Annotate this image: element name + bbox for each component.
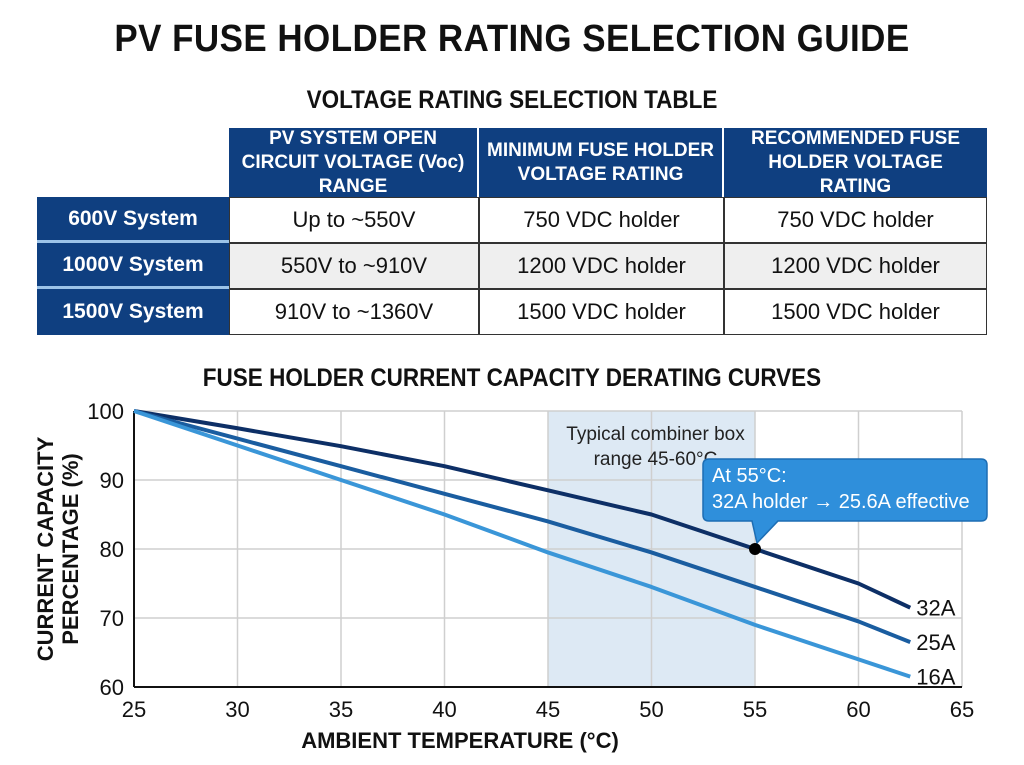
shaded-region-label: Typical combiner box: [566, 424, 745, 445]
series-line-25A: [133, 409, 911, 645]
annotation-text: At 55°C:: [712, 465, 787, 487]
page-title: PV FUSE HOLDER RATING SELECTION GUIDE: [114, 18, 910, 60]
row-header: 600V System: [37, 197, 229, 243]
x-tick-label: 60: [846, 697, 870, 722]
row-header: 1500V System: [37, 289, 229, 335]
y-tick-label: 100: [87, 399, 124, 424]
x-tick-label: 65: [950, 697, 974, 722]
table-cell: 1200 VDC holder: [724, 243, 987, 289]
table-title: VOLTAGE RATING SELECTION TABLE: [306, 86, 718, 114]
series-line-16A: [133, 409, 911, 679]
series-label: 16A: [916, 665, 955, 690]
x-tick-label: 55: [743, 697, 767, 722]
annotation-point: [749, 543, 761, 555]
annotation-text: 32A holder → 25.6A effective: [712, 491, 970, 513]
table-cell: 750 VDC holder: [724, 197, 987, 243]
column-header: MINIMUM FUSE HOLDER VOLTAGE RATING: [479, 128, 724, 197]
x-tick-label: 40: [432, 697, 456, 722]
table-cell: 910V to ~1360V: [229, 289, 479, 335]
shaded-region-label: range 45-60°C: [594, 449, 718, 470]
y-axis-label-line2: PERCENTAGE (%): [58, 453, 83, 645]
x-tick-label: 45: [536, 697, 560, 722]
x-tick-label: 30: [225, 697, 249, 722]
x-tick-label: 25: [122, 697, 146, 722]
series-label: 32A: [916, 596, 955, 621]
chart-title: FUSE HOLDER CURRENT CAPACITY DERATING CU…: [202, 364, 822, 392]
table-cell: 1500 VDC holder: [479, 289, 724, 335]
column-header: PV SYSTEM OPEN CIRCUIT VOLTAGE (Voc) RAN…: [229, 128, 479, 197]
y-tick-label: 90: [100, 468, 124, 493]
x-axis-label: AMBIENT TEMPERATURE (°C): [301, 728, 619, 753]
table-cell: 550V to ~910V: [229, 243, 479, 289]
table-cell: 750 VDC holder: [479, 197, 724, 243]
y-axis-label-line1: CURRENT CAPACITY: [33, 436, 58, 661]
column-header: RECOMMENDED FUSE HOLDER VOLTAGE RATING: [724, 128, 987, 197]
y-tick-label: 70: [100, 606, 124, 631]
x-tick-label: 50: [639, 697, 663, 722]
row-header: 1000V System: [37, 243, 229, 289]
y-tick-label: 80: [100, 537, 124, 562]
y-tick-label: 60: [100, 675, 124, 700]
annotation-callout: [702, 458, 988, 545]
series-label: 25A: [916, 630, 955, 655]
table-cell: 1200 VDC holder: [479, 243, 724, 289]
x-tick-label: 35: [329, 697, 353, 722]
series-line-32A: [133, 409, 912, 610]
table-cell: 1500 VDC holder: [724, 289, 987, 335]
table-cell: Up to ~550V: [229, 197, 479, 243]
